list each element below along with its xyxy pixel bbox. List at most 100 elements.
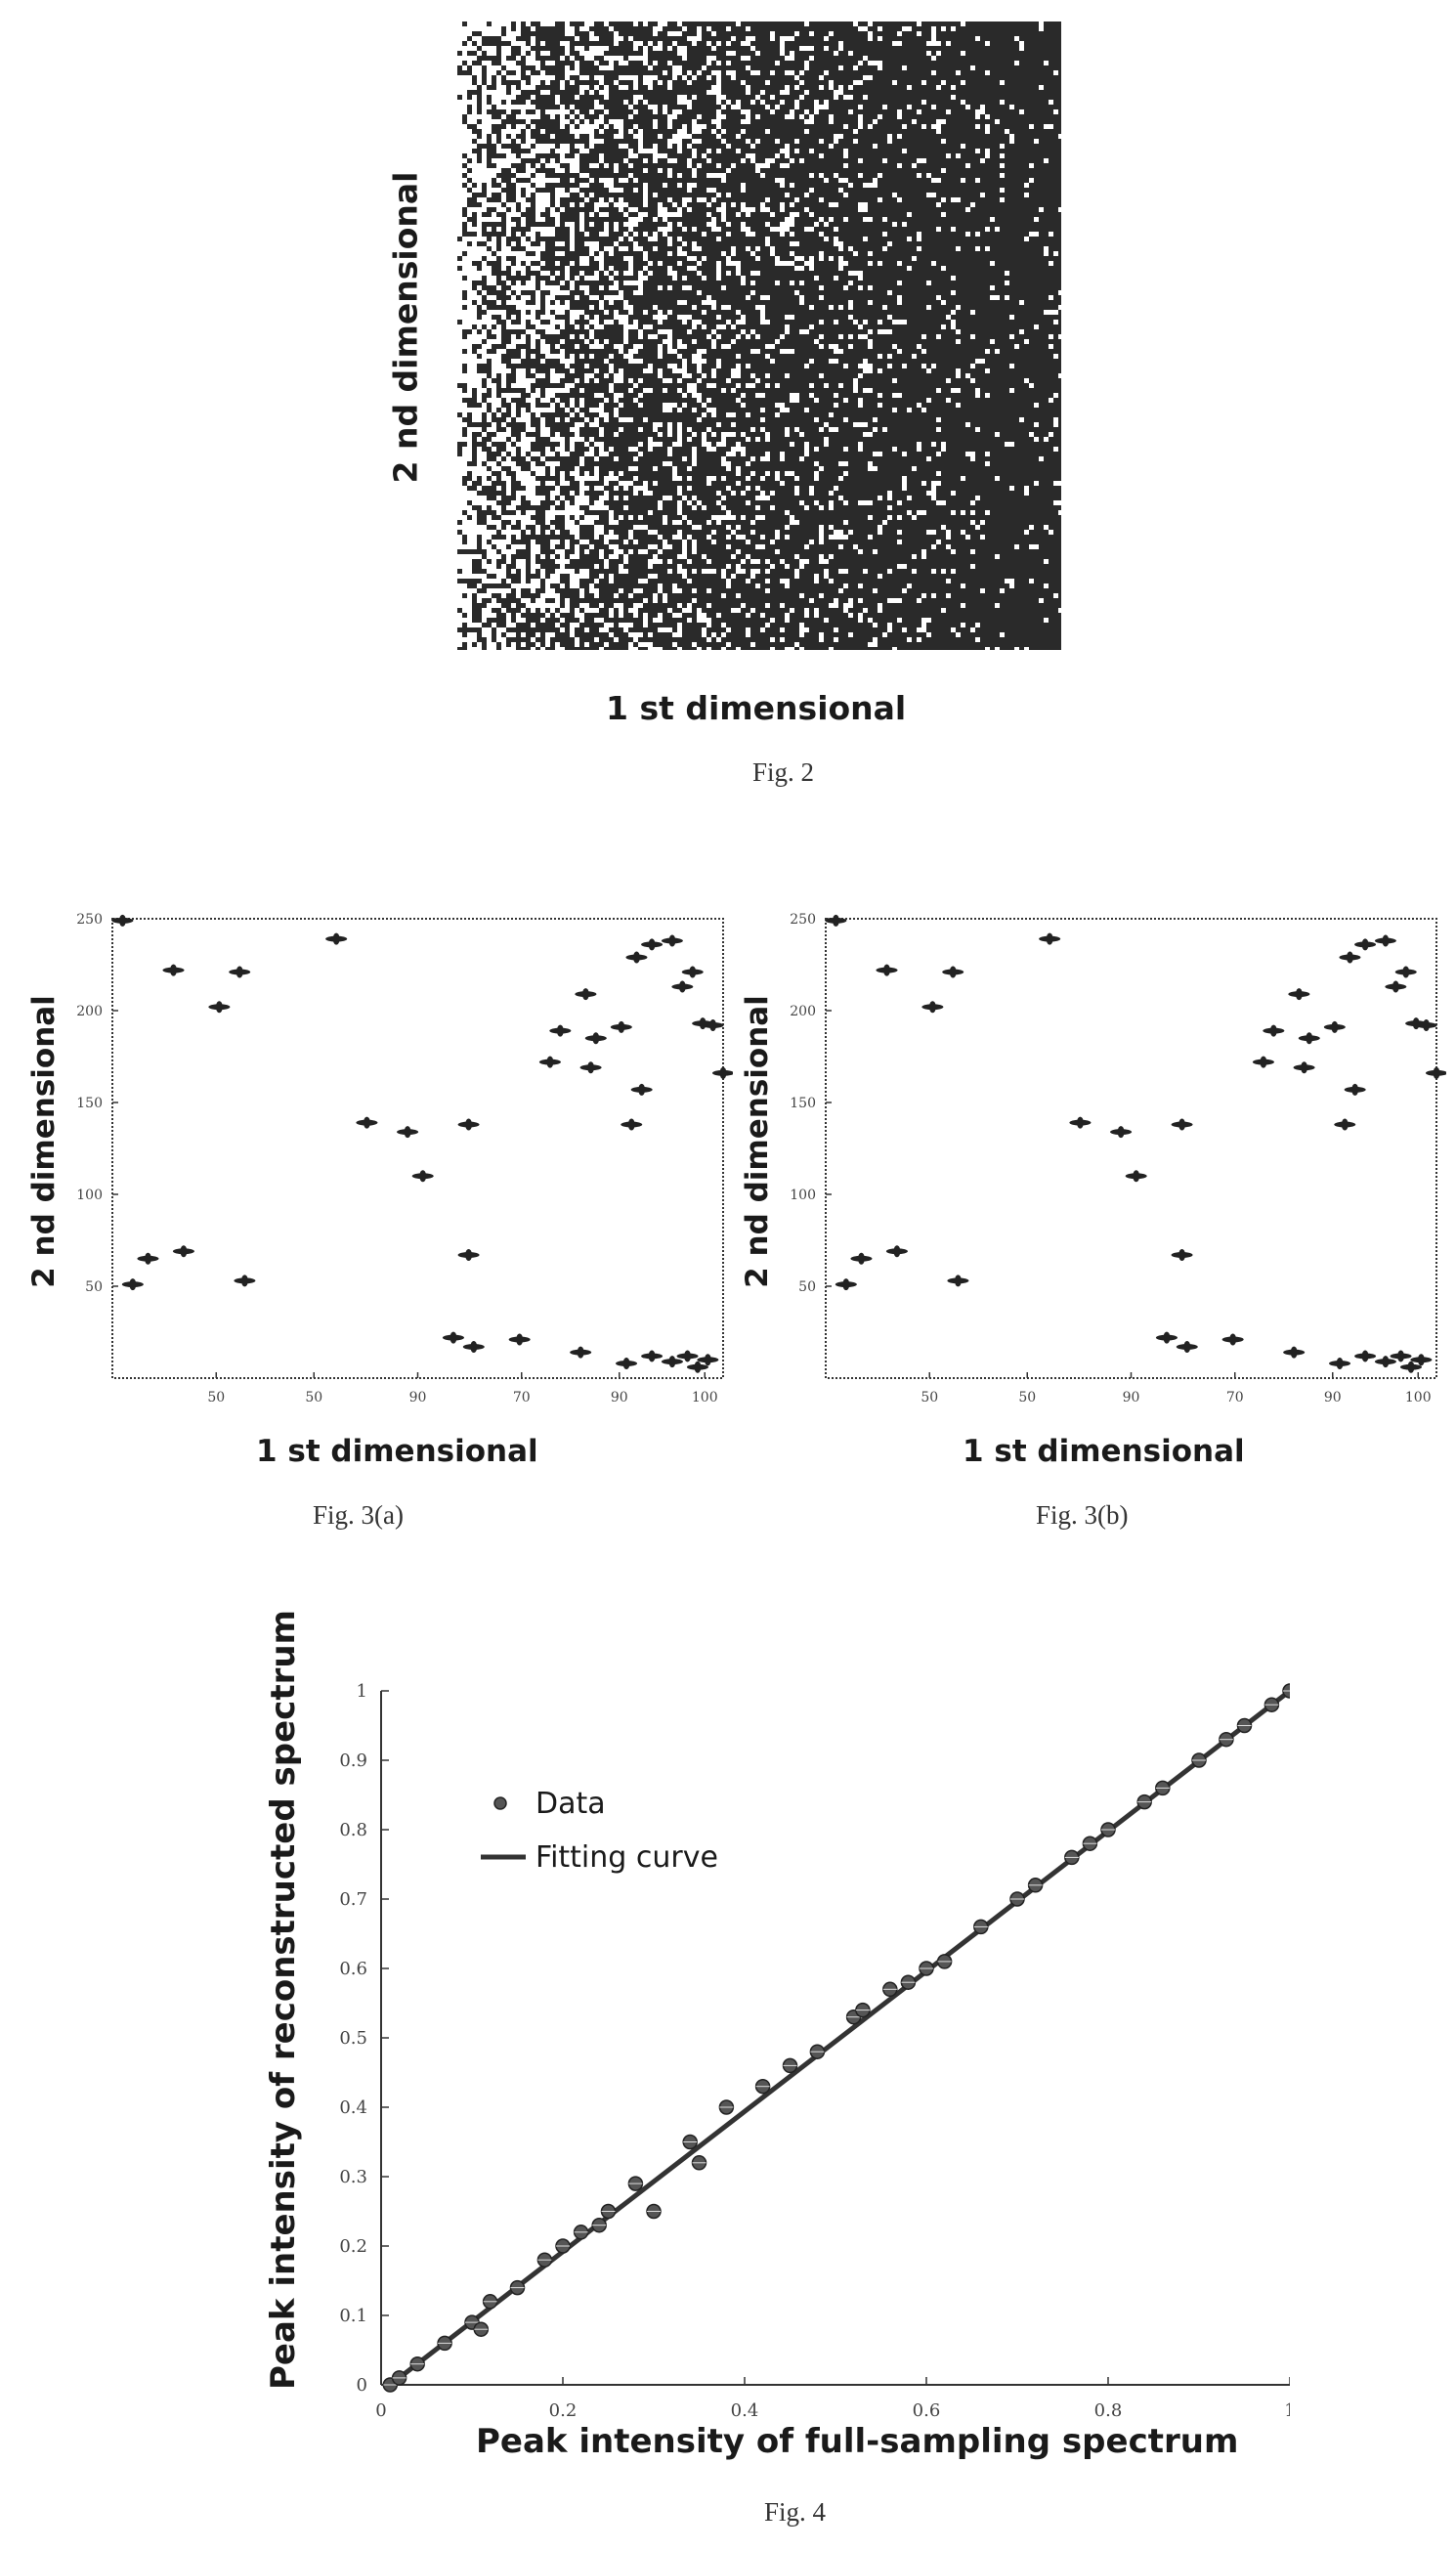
fig3b-peak: [1410, 1354, 1433, 1366]
fig3a-xtick-label: 70: [513, 1390, 531, 1405]
fig3a-ytick-label: 150: [76, 1096, 103, 1111]
fig3a-peak: [661, 1356, 683, 1368]
fig4-data-point: [682, 2134, 698, 2150]
fig3a-peak: [610, 1020, 632, 1033]
fig2-sample-cells: [457, 22, 1061, 650]
fig3a-peak: [692, 1017, 714, 1030]
fig3b-peak: [921, 1001, 944, 1014]
fig3b-peak: [1374, 1356, 1396, 1368]
fig4-data-point: [391, 2370, 407, 2386]
fig4-data-point: [627, 2176, 644, 2191]
fig3b-peak: [1426, 1066, 1446, 1079]
fig3b-peak: [1221, 1333, 1244, 1346]
fig3b-peak: [1385, 980, 1407, 993]
fig3a-peak: [442, 1331, 464, 1344]
fig4-legend-fit-label: Fitting curve: [535, 1840, 718, 1875]
fig4-ytick-label: 0.6: [339, 1959, 367, 1979]
fig4-data-point: [1082, 1836, 1098, 1851]
fig3b-xtick-label: 50: [921, 1390, 938, 1405]
fig3a-peak: [625, 951, 648, 964]
fig3a-peak: [584, 1032, 607, 1045]
fig3a-ytick-label: 100: [76, 1188, 103, 1203]
fig3a-ytick-label: 50: [85, 1279, 103, 1295]
fig4-plot: 0 0.1 0.2 0.3 0.4 0.5 0.6 0.7 0.8 0.9 1 0 0.2 0.4 0.6 0…: [339, 1681, 1290, 2421]
fig3b-peak: [885, 1245, 908, 1258]
fig3b-caption: Fig. 3(b): [1036, 1500, 1129, 1530]
fig3b-peak: [1329, 1357, 1351, 1369]
fig3b-peak: [1288, 988, 1310, 1001]
fig3a-peak: [111, 914, 134, 927]
fig4-data-point: [718, 2099, 735, 2115]
fig3b-peak: [1390, 1350, 1412, 1362]
fig4-data-point: [1100, 1822, 1116, 1837]
fig3a-peak: [325, 932, 348, 945]
fig4-data-point: [754, 2078, 771, 2095]
fig3b-ytick-label: 50: [798, 1279, 816, 1295]
fig3a-peak: [712, 1066, 733, 1079]
fig4-xtick-label: 0.8: [1094, 2400, 1123, 2421]
fig4-xtick-label: 0: [375, 2400, 386, 2421]
fig3b-peak: [1354, 938, 1377, 951]
fig4-data-point: [809, 2044, 826, 2059]
fig3b-peak: [1298, 1032, 1320, 1045]
fig3b-peak: [1339, 951, 1361, 964]
fig4-data-point: [1027, 1878, 1044, 1893]
fig4-ytick-label: 0: [357, 2375, 367, 2396]
fig4-legend-data-marker: [493, 1796, 507, 1810]
fig4-data-point: [1155, 1780, 1171, 1796]
fig4-data-point: [973, 1919, 989, 1935]
fig4-xtick-label: 0.6: [913, 2400, 941, 2421]
fig3a-peak: [661, 934, 683, 947]
fig4-data-point: [900, 1974, 917, 1990]
fig3b-plot-frame: [825, 918, 1437, 1379]
fig3a-peak: [208, 1001, 231, 1014]
fig3a-ylabel: 2 nd dimensional: [26, 995, 62, 1288]
fig2-mask-image: [457, 22, 1061, 650]
fig4-fit-line: [388, 1689, 1290, 2387]
fig3b-peak: [1252, 1056, 1274, 1068]
fig4-data-point: [1009, 1891, 1025, 1907]
fig3a-peak: [508, 1333, 531, 1346]
fig3a-xtick-label: 90: [611, 1390, 628, 1405]
fig4-data-point: [591, 2217, 607, 2233]
fig4-data-point: [600, 2203, 617, 2220]
fig3a-peak: [641, 1350, 664, 1362]
fig3a-peak: [676, 1350, 699, 1362]
fig4-ytick-label: 0.5: [339, 2028, 367, 2049]
fig4-data-point: [882, 1981, 898, 1998]
fig3a-peak: [397, 1126, 419, 1139]
fig3b-ytick-label: 150: [790, 1096, 816, 1111]
fig3b-peak: [1399, 1361, 1422, 1373]
fig4-ytick-label: 0.3: [339, 2167, 367, 2187]
fig2-xlabel: 1 st dimensional: [606, 689, 907, 727]
fig3b-peak: [835, 1278, 857, 1291]
fig3b-peak: [825, 914, 847, 927]
fig3a-peak: [356, 1116, 378, 1129]
fig4-legend-data-label: Data: [535, 1787, 606, 1821]
fig3b-peak: [1171, 1118, 1193, 1131]
fig4-data-point: [409, 2356, 425, 2372]
fig3a-plot-frame: [111, 918, 724, 1379]
fig3b-ytick-label: 200: [790, 1004, 816, 1019]
fig3b-peak: [1069, 1116, 1092, 1129]
fig4-data-point: [437, 2335, 452, 2352]
fig4-ytick-label: 0.9: [339, 1750, 367, 1771]
fig3b-peak: [1323, 1020, 1346, 1033]
fig4-ytick-label: 1: [357, 1681, 367, 1702]
fig4-data-point: [536, 2252, 553, 2268]
fig3a-xtick-label: 50: [207, 1390, 225, 1405]
fig3b-ytick-label: 250: [790, 912, 816, 928]
fig3b-peak: [850, 1252, 873, 1265]
fig4-xtick-label: 0.2: [549, 2400, 578, 2421]
fig3b-xtick-label: 50: [1018, 1390, 1036, 1405]
fig4-data-point: [1191, 1752, 1207, 1768]
fig3b-peak: [1344, 1083, 1366, 1096]
fig4-ytick-label: 0.2: [339, 2236, 367, 2257]
fig3a-peak: [457, 1118, 480, 1131]
fig3a-peak: [411, 1170, 434, 1183]
fig4-data-point: [482, 2294, 498, 2310]
fig4-data-point: [855, 2002, 871, 2018]
fig4-ytick-label: 0.7: [339, 1889, 367, 1910]
fig4-xlabel: Peak intensity of full-sampling spectrum: [476, 2422, 1239, 2461]
fig3b-peak: [1110, 1126, 1133, 1139]
